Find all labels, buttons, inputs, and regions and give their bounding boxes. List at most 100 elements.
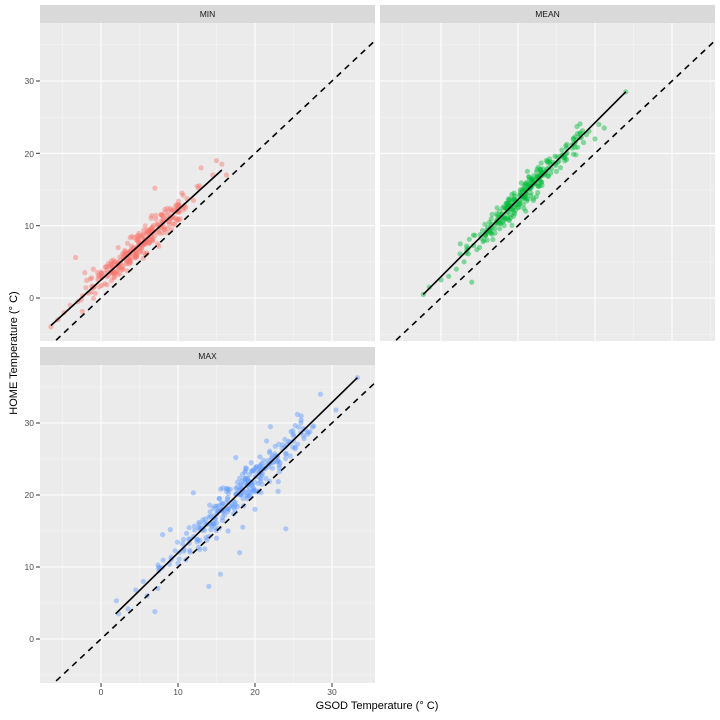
- data-point: [175, 216, 181, 222]
- data-point: [275, 458, 281, 464]
- data-point: [224, 486, 230, 492]
- data-point: [522, 181, 528, 188]
- data-point: [249, 483, 255, 489]
- data-point: [146, 240, 152, 246]
- data-point: [214, 503, 220, 509]
- data-point: [537, 166, 543, 172]
- data-point: [149, 237, 155, 243]
- strip-label-max: MAX: [198, 351, 217, 361]
- data-point: [250, 468, 256, 474]
- points-min: [48, 158, 230, 330]
- data-point: [559, 147, 565, 153]
- data-point: [135, 235, 141, 241]
- data-point: [487, 226, 493, 232]
- data-point: [489, 211, 495, 218]
- data-point: [247, 492, 253, 498]
- data-point: [506, 217, 512, 224]
- data-point: [257, 454, 263, 460]
- data-point: [112, 271, 118, 277]
- data-point: [174, 539, 181, 545]
- data-point: [123, 248, 129, 254]
- data-point: [474, 247, 480, 253]
- data-point: [501, 222, 507, 229]
- data-point: [505, 206, 511, 212]
- data-point: [156, 230, 163, 236]
- data-point: [493, 220, 499, 226]
- data-point: [120, 263, 126, 269]
- data-point: [577, 131, 583, 137]
- data-point: [521, 195, 527, 201]
- data-point: [564, 141, 570, 147]
- data-point: [292, 446, 298, 452]
- data-point: [96, 284, 102, 290]
- data-point: [510, 207, 516, 213]
- data-point: [252, 479, 258, 485]
- data-point: [108, 261, 115, 268]
- data-point: [488, 216, 494, 222]
- data-point: [150, 236, 156, 242]
- data-point: [115, 272, 121, 278]
- data-point: [152, 609, 158, 615]
- data-point: [160, 532, 166, 538]
- lines-max: [52, 377, 375, 683]
- data-point: [517, 187, 523, 193]
- data-point: [219, 517, 226, 524]
- x-tick-label: 30: [327, 687, 337, 697]
- data-point: [534, 169, 540, 175]
- data-point: [275, 458, 281, 464]
- data-point: [120, 266, 126, 272]
- data-point: [506, 216, 512, 222]
- data-point: [196, 525, 202, 531]
- data-point: [283, 526, 289, 532]
- data-point: [503, 201, 509, 207]
- data-point: [207, 502, 213, 508]
- data-point: [250, 467, 256, 473]
- data-point: [509, 222, 515, 228]
- data-point: [291, 433, 297, 439]
- data-point: [177, 216, 183, 222]
- data-point: [143, 251, 149, 258]
- data-point: [545, 158, 551, 164]
- data-point: [141, 227, 147, 233]
- data-point: [152, 233, 158, 239]
- data-point: [525, 196, 531, 202]
- data-point: [601, 125, 607, 131]
- data-point: [519, 196, 525, 202]
- data-point: [523, 181, 529, 187]
- data-point: [521, 205, 527, 212]
- data-point: [497, 226, 503, 232]
- data-point: [175, 198, 182, 204]
- data-point: [232, 507, 238, 513]
- data-point: [176, 202, 182, 208]
- data-point: [500, 205, 506, 211]
- data-point: [146, 240, 152, 246]
- data-point: [530, 177, 537, 183]
- data-point: [580, 139, 587, 146]
- data-point: [174, 201, 180, 208]
- data-point: [233, 502, 239, 508]
- data-point: [521, 183, 527, 189]
- data-point: [301, 432, 307, 438]
- data-point: [124, 259, 130, 265]
- data-point: [563, 143, 569, 149]
- data-point: [134, 233, 140, 239]
- data-point: [509, 192, 515, 198]
- data-point: [150, 224, 156, 230]
- data-point: [211, 521, 217, 527]
- data-point: [135, 233, 141, 239]
- data-point: [79, 308, 85, 314]
- data-point: [206, 514, 212, 520]
- data-point: [108, 261, 114, 267]
- data-point: [148, 228, 154, 234]
- data-point: [461, 259, 467, 265]
- data-point: [108, 264, 114, 270]
- data-point: [492, 230, 498, 236]
- data-point: [201, 520, 207, 526]
- data-point: [520, 201, 527, 207]
- data-point: [120, 251, 126, 257]
- data-point: [238, 482, 244, 488]
- data-point: [141, 250, 147, 256]
- data-point: [149, 213, 155, 219]
- data-point: [259, 461, 265, 467]
- data-point: [465, 245, 471, 251]
